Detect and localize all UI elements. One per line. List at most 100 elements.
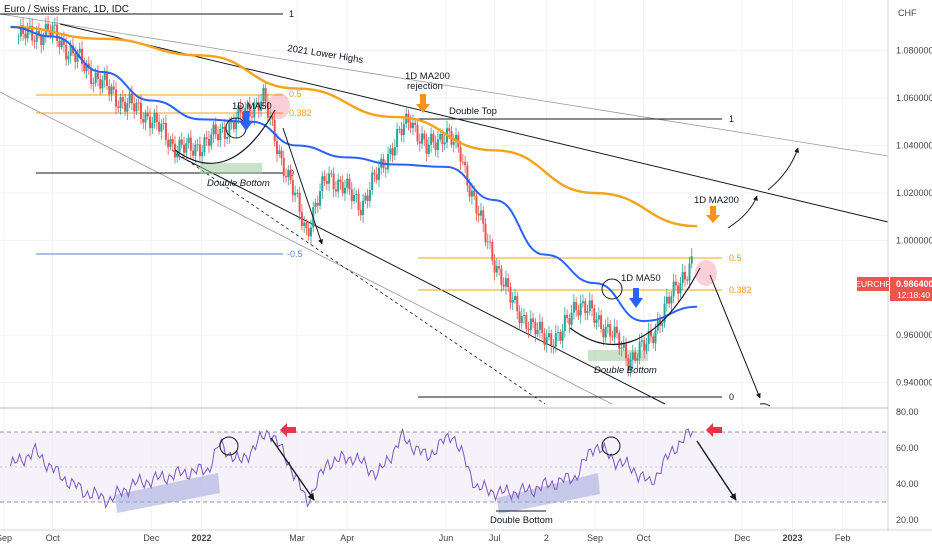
candle-body bbox=[223, 126, 226, 139]
candle-body bbox=[251, 116, 254, 118]
candle-body bbox=[207, 138, 210, 146]
candle-body bbox=[466, 165, 469, 186]
candle-body bbox=[298, 192, 301, 213]
candle-body bbox=[550, 333, 553, 346]
candle-body bbox=[620, 347, 623, 349]
candle-body bbox=[498, 266, 501, 269]
candle-body bbox=[149, 116, 152, 129]
candle-body bbox=[566, 314, 569, 319]
y-tick-label: 1.000000 bbox=[896, 235, 932, 245]
candle-body bbox=[638, 341, 641, 359]
candle-body bbox=[94, 72, 97, 83]
candle-body bbox=[110, 86, 113, 95]
rsi-double-bottom-label: Double Bottom bbox=[490, 515, 553, 526]
rounded-bottom-curve-2 bbox=[569, 267, 701, 345]
candle-body bbox=[670, 296, 673, 304]
candle-body bbox=[507, 278, 510, 288]
rsi-rising-channel-1 bbox=[115, 473, 220, 513]
candle-body bbox=[92, 82, 95, 84]
candle-body bbox=[146, 112, 149, 117]
candle-body bbox=[455, 134, 458, 143]
candle-body bbox=[246, 103, 249, 108]
candle-body bbox=[60, 39, 63, 47]
candle-body bbox=[189, 137, 192, 151]
double-top-label: Double Top bbox=[449, 106, 497, 117]
candle-body bbox=[473, 190, 476, 196]
y-tick-label: 1.040000 bbox=[896, 141, 932, 151]
candle-body bbox=[654, 330, 657, 344]
candle-body bbox=[387, 153, 390, 170]
fib2-level-0: 0 bbox=[729, 392, 734, 402]
x-tick-label: 2023 bbox=[782, 533, 802, 543]
candle-body bbox=[151, 122, 154, 129]
candle-body bbox=[595, 319, 598, 323]
candle-body bbox=[96, 72, 99, 79]
candle-body bbox=[414, 122, 417, 126]
candle-body bbox=[493, 260, 496, 273]
candle-body bbox=[198, 144, 201, 157]
candle-body bbox=[305, 222, 308, 229]
candle-body bbox=[600, 315, 603, 329]
candle-body bbox=[285, 176, 288, 178]
fib2-level-0.382: 0.382 bbox=[729, 285, 752, 295]
candle-body bbox=[350, 189, 353, 202]
fib-retracement-2: 1 0.5 0.382 0 bbox=[410, 114, 752, 402]
candle-body bbox=[393, 147, 396, 156]
candle-body bbox=[334, 189, 337, 192]
candle-body bbox=[271, 116, 274, 120]
candle-body bbox=[597, 315, 600, 320]
candle-body bbox=[90, 68, 93, 84]
candle-body bbox=[525, 314, 528, 329]
candle-body bbox=[461, 161, 464, 163]
candle-body bbox=[287, 169, 290, 178]
candle-body bbox=[402, 124, 405, 136]
candle-body bbox=[171, 139, 174, 144]
candle-body bbox=[314, 202, 317, 208]
candle-body bbox=[504, 278, 507, 287]
outer-lower-line bbox=[0, 91, 613, 405]
time-axis[interactable]: Sep Oct Dec 2022 Mar Apr Jun Jul 2 Sep Oct Dec 2023 F… bbox=[0, 529, 932, 543]
candle-body bbox=[536, 329, 539, 335]
candle-body bbox=[269, 116, 272, 118]
candle-body bbox=[346, 178, 349, 188]
candle-body bbox=[357, 194, 360, 210]
candle-body bbox=[257, 102, 260, 111]
candle-body bbox=[183, 144, 186, 153]
candle-body bbox=[448, 128, 451, 132]
candle-body bbox=[214, 124, 217, 135]
annotations: 2021 Lower Highs 1D MA200 rejection Doub… bbox=[207, 43, 739, 376]
ma50-line bbox=[10, 26, 698, 323]
fib2-level-0.5: 0.5 bbox=[729, 253, 742, 263]
candle-body bbox=[343, 187, 346, 194]
candle-body bbox=[366, 195, 369, 201]
rsi-axis[interactable]: 80.00 60.00 40.00 20.00 bbox=[896, 407, 919, 525]
candle-body bbox=[579, 303, 582, 316]
candle-body bbox=[425, 139, 428, 154]
candle-body bbox=[396, 129, 399, 148]
candle-body bbox=[47, 23, 50, 31]
candle-body bbox=[439, 134, 442, 140]
candle-body bbox=[85, 63, 88, 72]
candle-body bbox=[640, 340, 643, 342]
candle-body bbox=[389, 148, 392, 154]
candle-body bbox=[604, 327, 607, 338]
fib2-level-1: 1 bbox=[729, 114, 734, 124]
double-bottom-zone-2 bbox=[588, 350, 648, 361]
candle-body bbox=[153, 112, 156, 123]
candle-body bbox=[332, 173, 335, 190]
candle-body bbox=[434, 142, 437, 151]
candle-body bbox=[167, 139, 170, 148]
rsi-pane: Double Bottom bbox=[0, 423, 888, 526]
price-axis[interactable]: CHF 1.080000 1.060000 1.040000 1.020000 1.00… bbox=[887, 0, 932, 530]
candle-body bbox=[527, 328, 530, 331]
candle-body bbox=[523, 314, 526, 316]
y-tick-label: 0.960000 bbox=[896, 330, 932, 340]
candle-body bbox=[65, 44, 68, 60]
candle-body bbox=[228, 122, 231, 138]
candle-body bbox=[26, 26, 29, 39]
candle-body bbox=[119, 97, 122, 108]
x-tick-label: Dec bbox=[143, 533, 160, 543]
candle-body bbox=[427, 144, 430, 154]
candle-body bbox=[230, 122, 233, 123]
